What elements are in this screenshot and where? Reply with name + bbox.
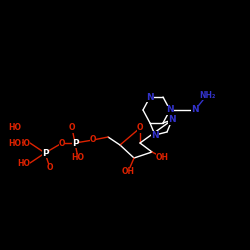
Text: HO: HO — [72, 154, 85, 162]
Text: O: O — [69, 124, 75, 132]
Text: O: O — [47, 164, 53, 172]
Text: O: O — [137, 124, 143, 132]
Text: P: P — [42, 148, 48, 158]
Text: N: N — [146, 92, 154, 102]
Text: O: O — [59, 138, 65, 147]
Text: OH: OH — [156, 152, 168, 162]
Text: N: N — [168, 116, 176, 124]
Text: HO: HO — [17, 158, 30, 168]
Text: P: P — [72, 138, 78, 147]
Text: NH₂: NH₂ — [199, 90, 215, 100]
Text: HO: HO — [8, 122, 22, 132]
Text: N: N — [166, 106, 174, 114]
Text: N: N — [151, 130, 159, 140]
Text: O: O — [90, 136, 96, 144]
Text: HO: HO — [17, 138, 30, 147]
Text: HO: HO — [8, 138, 22, 147]
Text: N: N — [191, 106, 199, 114]
Text: OH: OH — [122, 168, 134, 176]
